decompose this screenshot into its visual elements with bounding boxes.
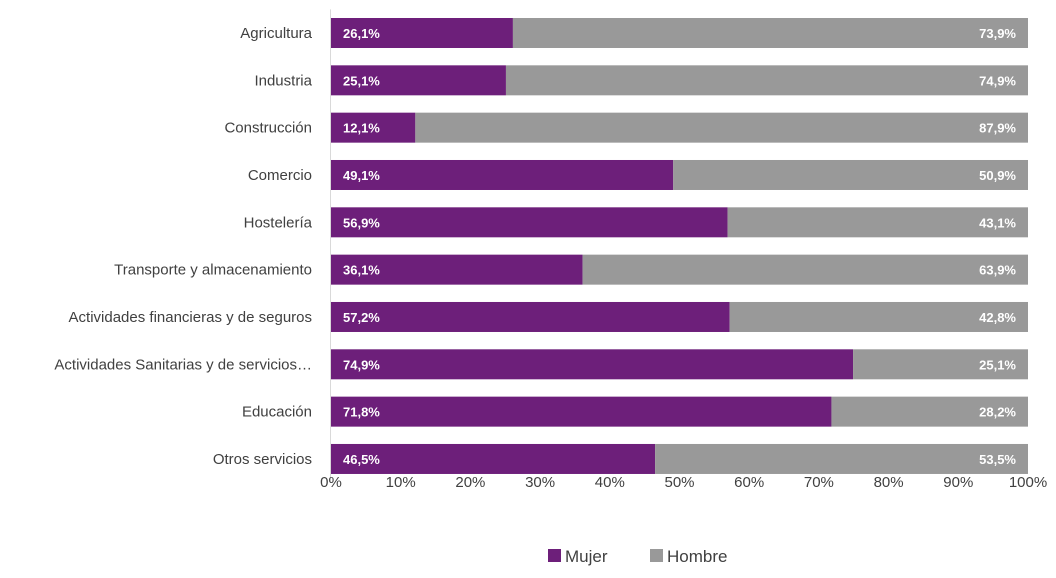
- category-label: Hostelería: [244, 214, 313, 231]
- bar-segment-hombre: [727, 207, 1028, 238]
- data-label: 12,1%: [343, 121, 380, 136]
- x-tick-label: 50%: [664, 474, 694, 491]
- bar-segment-hombre: [831, 396, 1028, 427]
- category-label: Actividades Sanitarias y de servicios…: [54, 356, 312, 373]
- x-tick-label: 40%: [595, 474, 625, 491]
- data-label: 49,1%: [343, 168, 380, 183]
- x-tick-label: 30%: [525, 474, 555, 491]
- data-label: 71,8%: [343, 405, 380, 420]
- bar-segment-hombre: [415, 112, 1028, 143]
- bar-segment-mujer: [331, 207, 728, 238]
- bar-segment-hombre: [512, 18, 1028, 48]
- legend-label-hombre: Hombre: [667, 547, 727, 566]
- bar-segment-hombre: [729, 301, 1028, 332]
- data-label: 87,9%: [979, 121, 1016, 136]
- bar-segment-hombre: [505, 65, 1028, 96]
- category-label: Comercio: [248, 167, 312, 184]
- legend-label-mujer: Mujer: [565, 547, 608, 566]
- category-label: Transporte y almacenamiento: [114, 262, 312, 279]
- category-label: Agricultura: [240, 25, 312, 42]
- x-tick-label: 80%: [874, 474, 904, 491]
- bar-segment-mujer: [331, 349, 854, 380]
- data-label: 74,9%: [343, 357, 380, 372]
- data-label: 36,1%: [343, 263, 380, 278]
- category-label: Otros servicios: [213, 451, 312, 468]
- data-label: 26,1%: [343, 26, 380, 41]
- bar-segment-mujer: [331, 159, 674, 190]
- x-tick-label: 0%: [320, 474, 342, 491]
- bar-segment-mujer: [331, 18, 513, 48]
- data-label: 63,9%: [979, 263, 1016, 278]
- data-label: 53,5%: [979, 452, 1016, 467]
- legend-swatch-mujer: [548, 549, 561, 562]
- x-tick-label: 100%: [1009, 474, 1047, 491]
- x-tick-label: 60%: [734, 474, 764, 491]
- x-tick-label: 90%: [943, 474, 973, 491]
- category-label: Actividades financieras y de seguros: [69, 309, 312, 326]
- data-label: 42,8%: [979, 310, 1016, 325]
- category-label: Industria: [254, 72, 312, 89]
- bar-segment-hombre: [673, 159, 1028, 190]
- bar-segment-hombre: [655, 443, 1028, 474]
- data-label: 43,1%: [979, 215, 1016, 230]
- data-label: 46,5%: [343, 452, 380, 467]
- bar-segment-mujer: [331, 396, 832, 427]
- bar-segment-mujer: [331, 301, 730, 332]
- data-label: 25,1%: [343, 73, 380, 88]
- data-label: 50,9%: [979, 168, 1016, 183]
- bar-segment-mujer: [331, 112, 416, 143]
- category-label: Construcción: [224, 120, 312, 137]
- data-label: 57,2%: [343, 310, 380, 325]
- bar-segment-mujer: [331, 254, 583, 285]
- bar-segment-mujer: [331, 443, 656, 474]
- data-label: 56,9%: [343, 215, 380, 230]
- x-tick-label: 10%: [386, 474, 416, 491]
- data-label: 73,9%: [979, 26, 1016, 41]
- bar-segment-hombre: [582, 254, 1028, 285]
- bar-segment-mujer: [331, 65, 506, 96]
- x-tick-label: 70%: [804, 474, 834, 491]
- x-tick-label: 20%: [455, 474, 485, 491]
- data-label: 28,2%: [979, 405, 1016, 420]
- legend-swatch-hombre: [650, 549, 663, 562]
- category-label: Educación: [242, 404, 312, 421]
- bar-segment-hombre: [853, 349, 1028, 380]
- data-label: 74,9%: [979, 73, 1016, 88]
- data-label: 25,1%: [979, 357, 1016, 372]
